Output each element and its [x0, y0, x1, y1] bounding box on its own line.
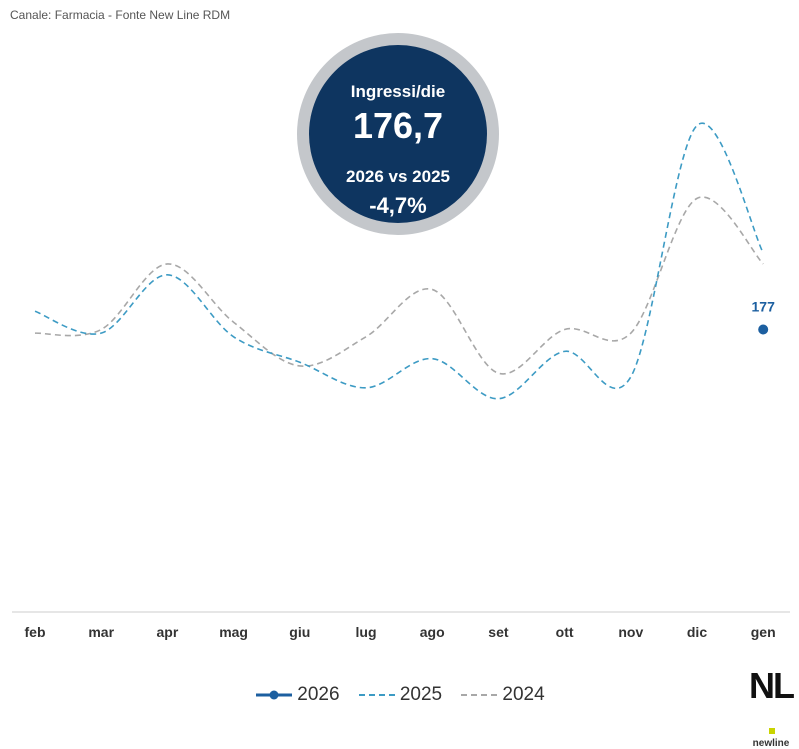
- data-label-2026: 177: [752, 299, 776, 315]
- legend-label-2026: 2026: [297, 684, 340, 705]
- kpi-value: 176,7: [352, 105, 444, 146]
- x-tick-label: ago: [420, 624, 445, 640]
- x-tick-label: ott: [556, 624, 574, 640]
- x-tick-label: nov: [618, 624, 643, 640]
- logo-dot-icon: [768, 728, 775, 734]
- chart-legend: 2026 2025 2024: [0, 684, 799, 707]
- x-tick-label: apr: [157, 624, 179, 640]
- kpi-badge-inner: Ingressi/die 176,7 2026 vs 2025 -4,7%: [309, 45, 487, 223]
- newline-logo: NL newline: [746, 668, 796, 749]
- kpi-delta: -4,7%: [369, 193, 427, 218]
- line-chart: feb mar apr mag giu lug ago set ott nov dic gen 177: [12, 122, 790, 640]
- legend-item-2024: 2024: [459, 684, 545, 706]
- legend-item-2025: 2025: [357, 684, 442, 706]
- x-tick-label: feb: [25, 624, 46, 640]
- x-tick-label: lug: [356, 624, 377, 640]
- legend-label-2025: 2025: [399, 684, 443, 705]
- x-tick-label: mar: [88, 624, 114, 640]
- chart-source: Canale: Farmacia - Fonte New Line RDM: [10, 8, 231, 22]
- x-tick-label: dic: [687, 624, 707, 640]
- legend-item-2026: 2026: [254, 684, 340, 706]
- kpi-badge: Ingressi/die 176,7 2026 vs 2025 -4,7%: [297, 33, 499, 235]
- kpi-comparison: 2026 vs 2025: [346, 167, 450, 186]
- legend-swatch-2024: [461, 694, 498, 696]
- point-2026: [758, 324, 769, 335]
- logo-text: newline: [752, 738, 790, 749]
- legend-swatch-2025: [358, 694, 395, 696]
- x-tick-label: set: [488, 624, 509, 640]
- x-tick-label: gen: [751, 624, 776, 640]
- logo-mark: NL: [746, 668, 796, 740]
- legend-swatch-2026: [256, 690, 293, 700]
- legend-label-2024: 2024: [502, 684, 545, 705]
- x-tick-label: mag: [219, 624, 248, 640]
- series-line-2025: [34, 122, 764, 400]
- kpi-title: Ingressi/die: [350, 82, 446, 101]
- x-tick-label: giu: [289, 624, 310, 640]
